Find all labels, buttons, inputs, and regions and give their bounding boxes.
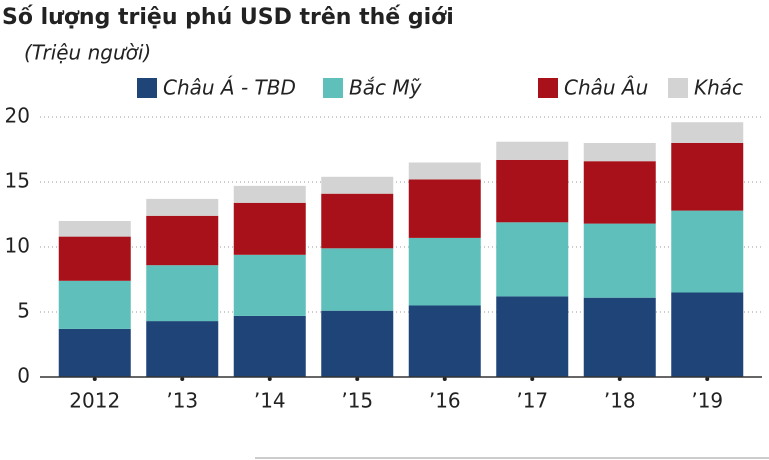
x-tick-dot [705,377,710,381]
x-tick-label: ’14 [254,389,286,413]
bar-segment [233,254,306,316]
bar-segment [58,328,131,377]
legend-swatch [323,78,343,98]
bar-segment [233,202,306,255]
x-tick-label: 2012 [69,389,120,413]
bar-segment [408,237,481,306]
x-tick-dot [617,377,622,381]
bar-segment [496,141,569,160]
x-tick-dot [92,377,97,381]
chart-title: Số lượng triệu phú USD trên thế giới [2,5,454,30]
bar-segment [496,159,569,223]
x-tick-dot [530,377,535,381]
legend-label: Châu Á - TBD [163,76,296,100]
bar-segment [58,236,131,281]
bar-segment [583,143,656,162]
y-tick-label: 15 [5,169,30,193]
bar-segment [408,162,481,180]
x-tick-dot [442,377,447,381]
y-tick-label: 0 [17,364,30,388]
x-tick-label: ’13 [166,389,198,413]
bar-segment [58,280,131,329]
x-tick-label: ’15 [341,389,373,413]
y-tick-label: 20 [5,104,30,128]
bar-segment [58,221,131,237]
bar-segment [496,296,569,377]
bar-segment [321,176,394,194]
bar-segment [408,305,481,377]
bar-segment [321,248,394,311]
x-tick-label: ’19 [691,389,723,413]
bar-segment [671,143,744,211]
bar-segment [321,193,394,249]
x-tick-dot [267,377,272,381]
bar-segment [146,215,219,266]
bar-segment [671,122,744,143]
x-tick-label: ’17 [516,389,548,413]
bar-segment [583,297,656,377]
x-tick-dot [355,377,360,381]
bar-segment [146,265,219,322]
bar-segment [671,210,744,293]
bar-segment [583,223,656,298]
x-tick-label: ’18 [604,389,636,413]
bar-segment [233,315,306,377]
bar-segment [146,198,219,216]
legend-swatch [668,78,688,98]
x-tick-label: ’16 [429,389,461,413]
legend-swatch [538,78,558,98]
bar-segment [321,310,394,377]
y-tick-label: 10 [5,234,30,258]
legend-label: Khác [694,76,743,100]
chart-subtitle: (Triệu người) [24,41,151,65]
bar-segment [583,161,656,224]
y-tick-label: 5 [17,299,30,323]
legend-swatch [137,78,157,98]
bar-segment [233,185,306,203]
legend-label: Châu Âu [564,76,648,100]
x-tick-dot [180,377,185,381]
legend-label: Bắc Mỹ [349,76,423,100]
bar-segment [496,222,569,297]
bar-segment [671,292,744,377]
bar-segment [408,179,481,238]
bar-segment [146,321,219,377]
